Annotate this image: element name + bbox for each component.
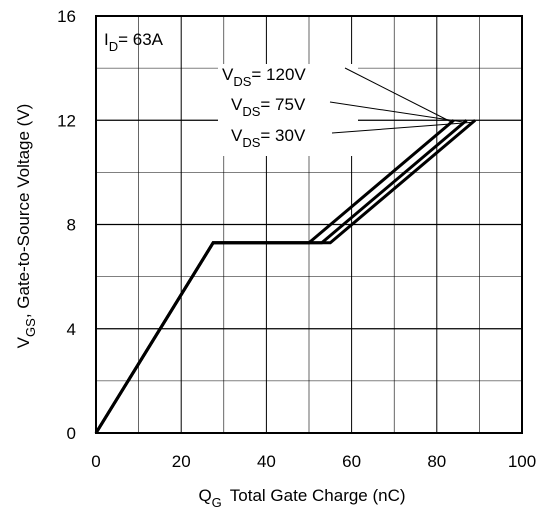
x-tick-label: 0 — [91, 452, 100, 471]
y-tick-label: 16 — [57, 7, 76, 26]
condition-label: ID= 63A — [104, 30, 164, 54]
y-tick-label: 12 — [57, 111, 76, 130]
series-lines — [94, 119, 477, 434]
x-tick-label: 20 — [172, 452, 191, 471]
series-label-75v: VDS= 75V — [231, 95, 306, 119]
annotation-leader-lines — [329, 67, 474, 134]
x-tick-label: 40 — [257, 452, 276, 471]
x-tick-label: 80 — [427, 452, 446, 471]
plot-frame — [95, 15, 523, 434]
x-tick-label: 60 — [342, 452, 361, 471]
series-label-120v: VDS= 120V — [222, 65, 306, 89]
x-tick-label: 100 — [508, 452, 536, 471]
annotation-background — [218, 64, 358, 156]
series-line-30v — [94, 119, 477, 434]
y-tick-label: 0 — [67, 424, 76, 443]
x-tick-labels: 0 20 40 60 80 100 — [91, 452, 536, 471]
leader-line-30v — [331, 121, 474, 134]
series-label-30v: VDS= 30V — [231, 126, 306, 150]
leader-line-75v — [329, 101, 465, 123]
y-tick-labels: 0 4 8 12 16 — [57, 7, 76, 443]
y-tick-label: 4 — [67, 320, 76, 339]
y-tick-label: 8 — [67, 216, 76, 235]
y-axis-title: VGS, Gate-to-Source Voltage (V) — [14, 104, 38, 349]
leader-line-120v — [344, 67, 453, 123]
x-axis-title: QG Total Gate Charge (nC) — [198, 486, 405, 510]
